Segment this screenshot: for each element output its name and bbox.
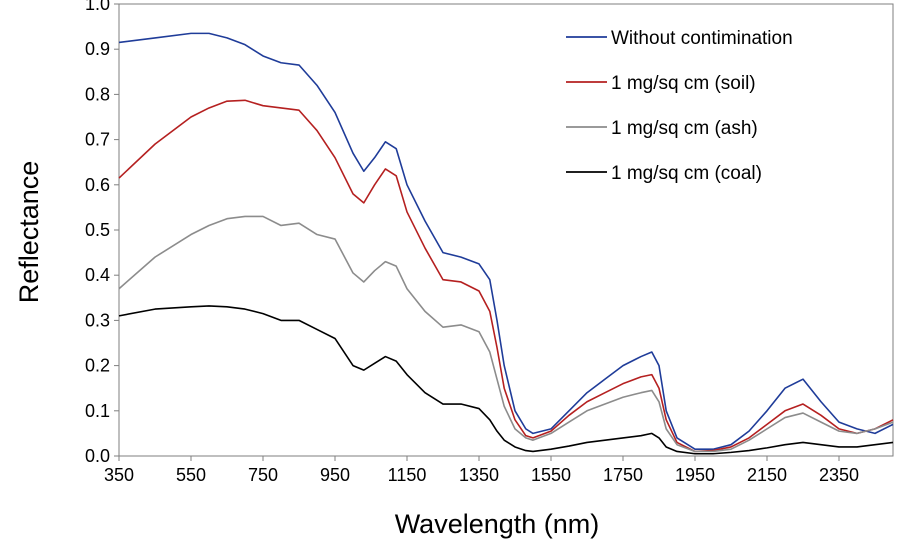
- y-tick-label: 0.0: [85, 446, 110, 466]
- x-tick-label: 1150: [388, 465, 427, 485]
- y-tick-label: 0.9: [85, 39, 110, 59]
- x-tick-label: 750: [248, 465, 278, 485]
- legend-label-4: 1 mg/sq cm (coal): [611, 163, 762, 184]
- x-tick-label: 950: [320, 465, 350, 485]
- y-tick-label: 0.8: [85, 84, 110, 104]
- y-axis-title: Reflectance: [14, 161, 44, 304]
- legend-label-2: 1 mg/sq cm (soil): [611, 73, 756, 94]
- legend-label-1: Without contimination: [611, 28, 793, 49]
- x-tick-label: 1550: [531, 465, 571, 485]
- series-line-2: [118, 99, 894, 453]
- x-tick-label: 1350: [459, 465, 499, 485]
- series-line-3: [118, 215, 894, 453]
- legend-label-3: 1 mg/sq cm (ash): [611, 118, 758, 139]
- x-tick-label: 350: [104, 465, 134, 485]
- series-line-4: [118, 305, 894, 455]
- y-tick-label: 0.6: [85, 175, 110, 195]
- y-tick-label: 0.4: [85, 265, 110, 285]
- series-line-1: [118, 32, 894, 451]
- y-tick-label: 0.1: [85, 401, 110, 421]
- y-tick-label: 0.3: [85, 310, 110, 330]
- y-tick-label: 0.7: [85, 130, 110, 150]
- y-tick-label: 0.2: [85, 356, 110, 376]
- x-axis-title: Wavelength (nm): [395, 509, 600, 539]
- x-tick-label: 550: [176, 465, 206, 485]
- x-tick-label: 1750: [603, 465, 643, 485]
- legend: Without contimination 1 mg/sq cm (soil) 1 …: [566, 28, 793, 184]
- x-tick-label: 2350: [819, 465, 859, 485]
- x-tick-label: 2150: [747, 465, 787, 485]
- x-tick-label: 1950: [675, 465, 715, 485]
- series-layer: [118, 32, 894, 455]
- axes-layer: 350 550 750 950 1150 1350 1550 1750 1950 2150 2350…: [85, 0, 859, 485]
- y-tick-label: 1.0: [85, 0, 110, 14]
- y-tick-label: 0.5: [85, 220, 110, 240]
